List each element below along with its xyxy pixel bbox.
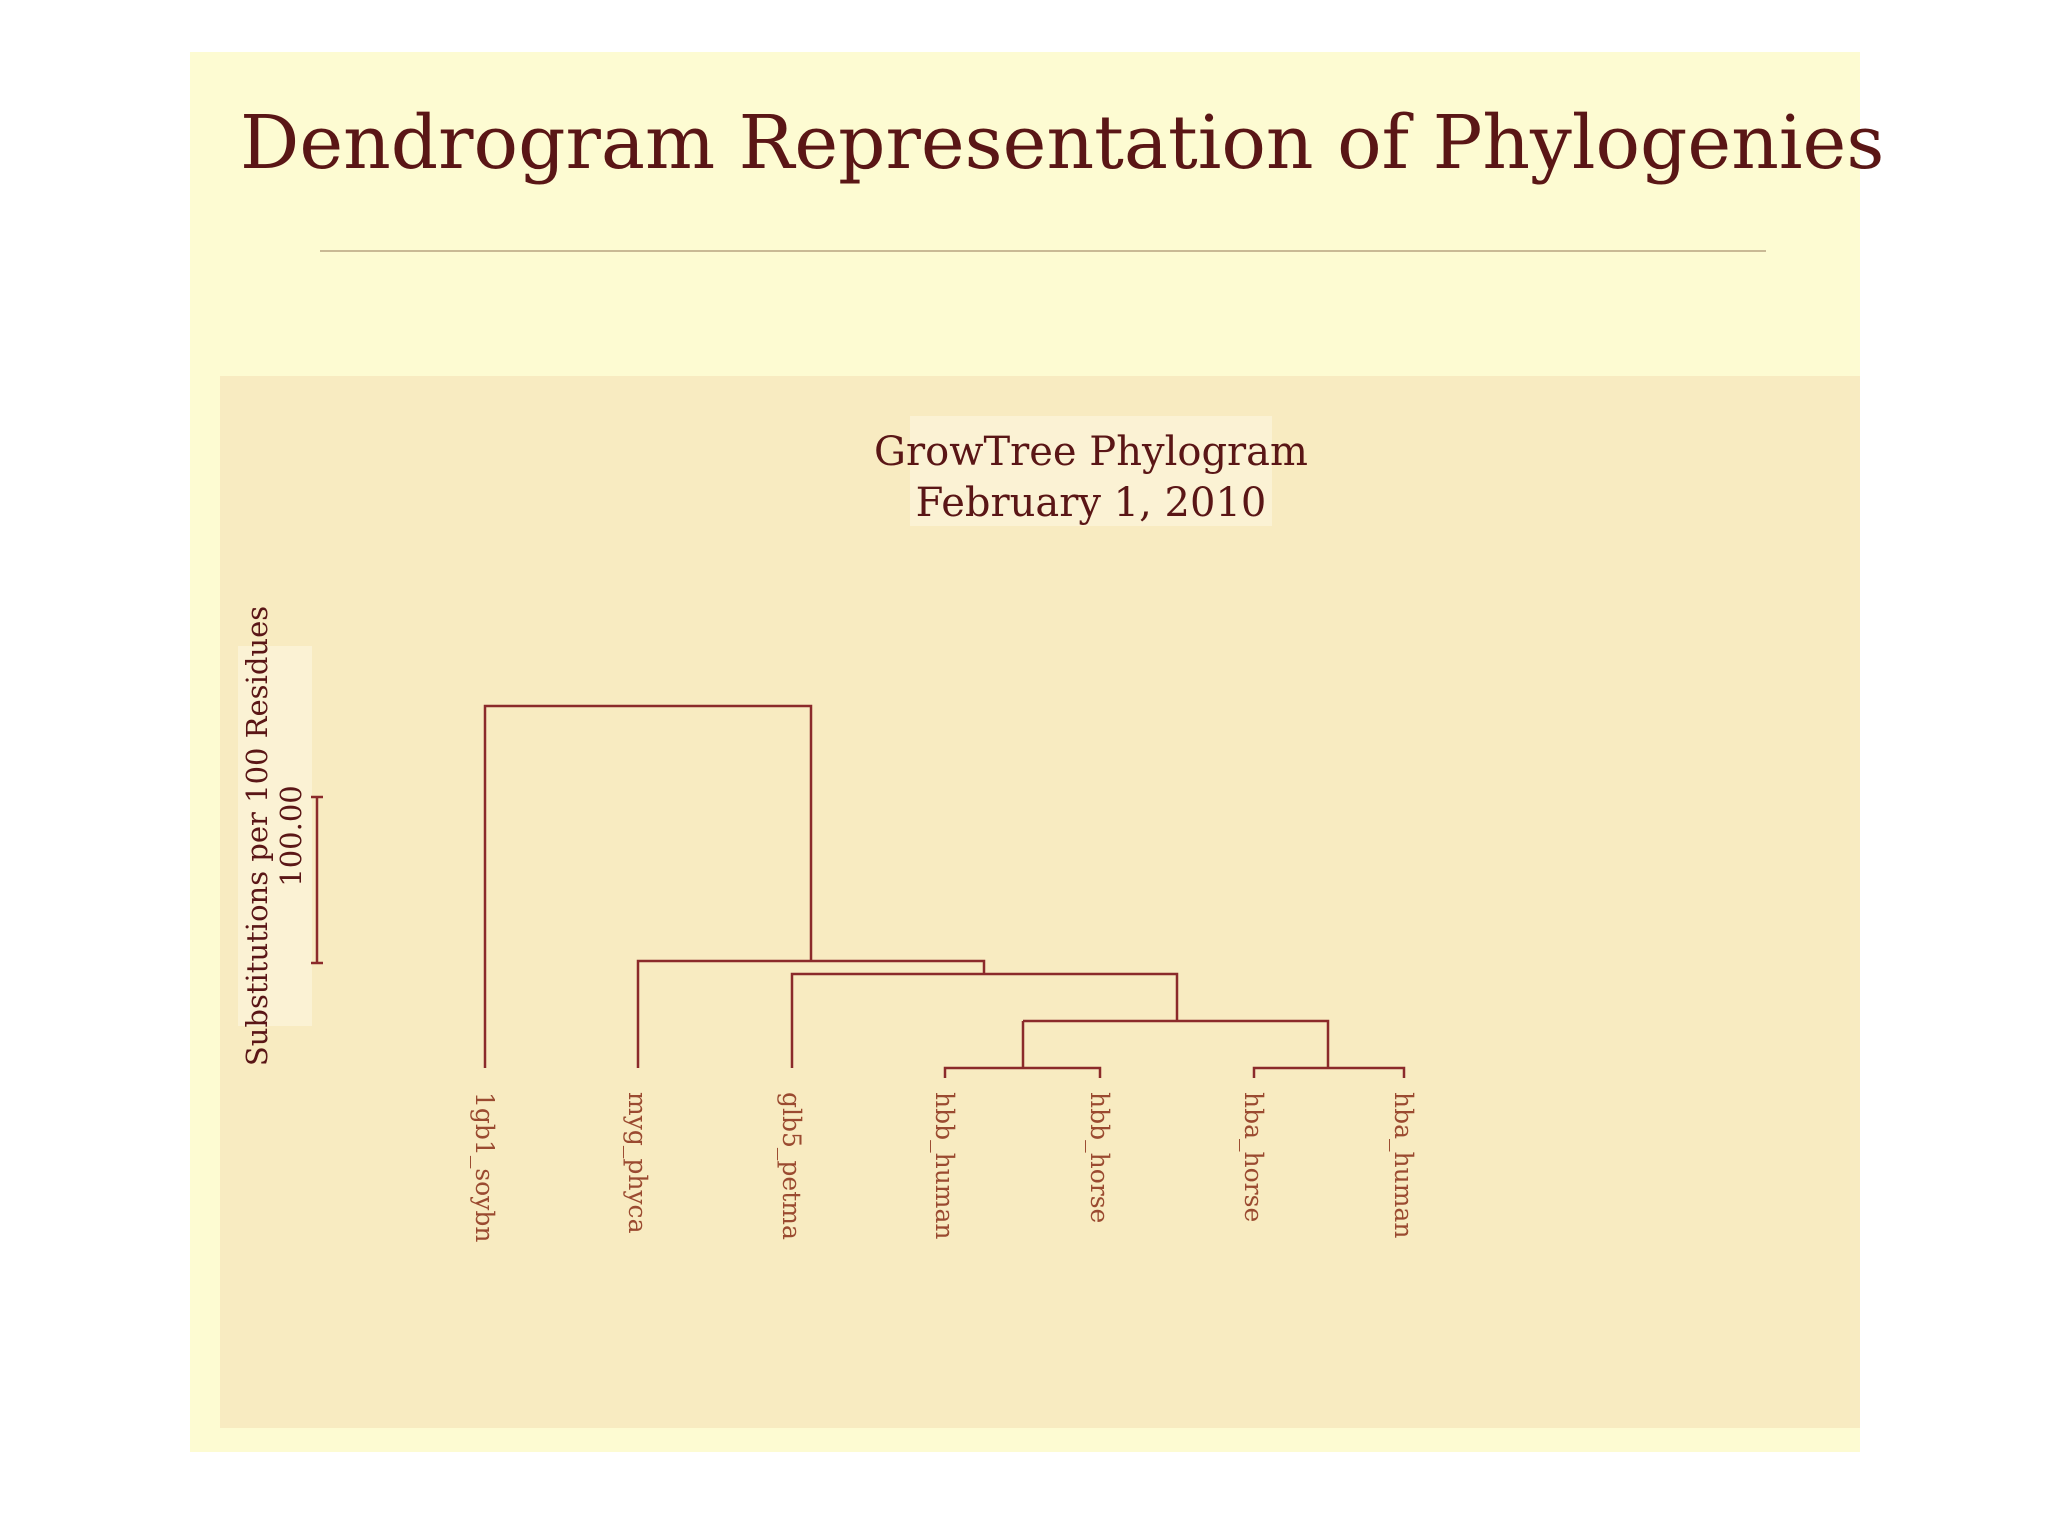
leaf-label: myg_phyca (623, 1092, 652, 1234)
inner-branch-3 (1023, 1019, 1330, 1068)
phylogram-svg: GrowTree Phylogram February 1, 2010 Subs… (238, 416, 1418, 1242)
root-branch (483, 704, 813, 1068)
hbb-clade (943, 1021, 1102, 1078)
title-divider (320, 250, 1766, 252)
scale-bar (311, 795, 323, 965)
leaf-label: hba_horse (1239, 1092, 1268, 1222)
slide-title: Dendrogram Representation of Phylogenies (240, 100, 1885, 186)
hba-clade (1252, 1066, 1406, 1078)
tree-branches (483, 704, 1406, 1078)
inner-branch-2 (790, 972, 1179, 1068)
header-title: GrowTree Phylogram (874, 429, 1308, 475)
leaf-label: hbb_horse (1085, 1092, 1114, 1223)
scale-axis-label: Substitutions per 100 Residues (240, 606, 274, 1066)
scale-value: 100.00 (274, 785, 308, 886)
header-date: February 1, 2010 (916, 480, 1267, 526)
slide: Dendrogram Representation of Phylogenies… (190, 52, 1885, 1452)
leaf-label: 1gb1_soybn (470, 1092, 499, 1242)
inner-branch-1 (636, 959, 986, 1068)
leaf-label: hba_human (1389, 1092, 1418, 1238)
scale-label-box (238, 646, 312, 1026)
leaf-labels: 1gb1_soybn myg_phyca glb5_petma hbb_huma… (470, 1092, 1418, 1242)
header-box (910, 416, 1272, 526)
phylogram-figure: GrowTree Phylogram February 1, 2010 Subs… (220, 376, 1860, 1428)
leaf-label: hbb_human (930, 1092, 959, 1240)
leaf-label: glb5_petma (777, 1092, 806, 1240)
